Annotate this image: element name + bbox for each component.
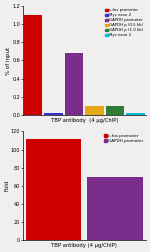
X-axis label: TBP antibody  (4 μg/ChIP): TBP antibody (4 μg/ChIP) xyxy=(51,117,118,122)
Bar xyxy=(44,113,63,115)
X-axis label: TBP antibody (4 μg/ChIP): TBP antibody (4 μg/ChIP) xyxy=(51,243,117,248)
Bar xyxy=(65,53,83,115)
Bar xyxy=(85,106,104,115)
Bar xyxy=(106,106,124,115)
Legend: c-fos promoter, GAPDH promoter: c-fos promoter, GAPDH promoter xyxy=(103,134,144,144)
Y-axis label: % of input: % of input xyxy=(6,46,11,75)
Bar xyxy=(87,177,143,240)
Bar xyxy=(26,139,81,240)
Bar xyxy=(126,113,145,115)
Legend: c-fos promoter, Myc exon 2, GAPDH promoter, GAPDH p (0.5 kb), GAPDH p (1.0 kb), : c-fos promoter, Myc exon 2, GAPDH promot… xyxy=(105,8,144,38)
Bar xyxy=(24,15,42,115)
Y-axis label: Fold: Fold xyxy=(4,180,9,191)
